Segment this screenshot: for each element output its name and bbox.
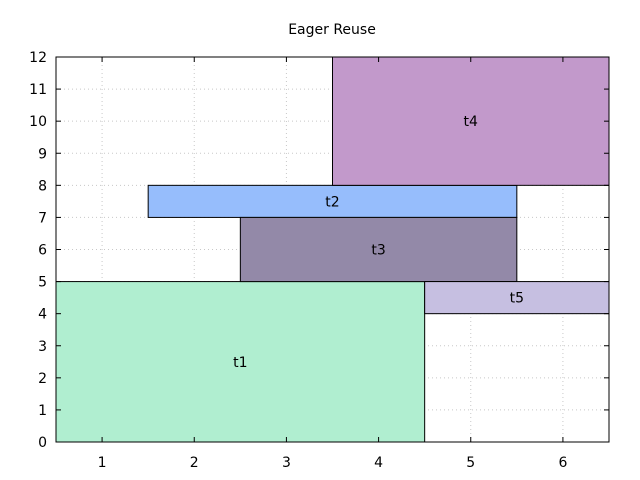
y-tick-label-11: 11 [29, 82, 47, 98]
x-tick-label-3: 4 [374, 455, 383, 471]
block-label-t2: t2 [325, 194, 339, 210]
y-tick-label-6: 6 [38, 243, 47, 259]
block-t5 [424, 281, 610, 315]
y-tick-label-3: 3 [38, 339, 47, 355]
x-tick-label-1: 2 [190, 455, 199, 471]
y-tick-label-4: 4 [38, 307, 47, 323]
block-label-t5: t5 [510, 291, 524, 307]
x-tick-label-5: 6 [558, 455, 567, 471]
y-tick-label-8: 8 [38, 178, 47, 194]
block-label-t4: t4 [464, 114, 478, 130]
y-tick-label-10: 10 [29, 114, 47, 130]
y-tick-label-1: 1 [38, 403, 47, 419]
block-t2 [147, 184, 518, 218]
chart-title: Eager Reuse [288, 22, 376, 38]
block-t4 [332, 56, 610, 186]
y-tick-label-0: 0 [38, 435, 47, 451]
x-tick-label-4: 5 [466, 455, 475, 471]
blocks: t1 t2 t3 t4 t5 [55, 56, 610, 443]
y-tick-label-9: 9 [38, 146, 47, 162]
x-tick-label-2: 3 [282, 455, 291, 471]
block-t3 [239, 216, 518, 283]
block-label-t1: t1 [233, 355, 247, 371]
y-tick-label-5: 5 [38, 275, 47, 291]
x-tick-label-0: 1 [98, 455, 107, 471]
y-tick-label-2: 2 [38, 371, 47, 387]
y-tick-label-7: 7 [38, 210, 47, 226]
block-label-t3: t3 [371, 243, 385, 259]
y-tick-label-12: 12 [29, 50, 47, 66]
